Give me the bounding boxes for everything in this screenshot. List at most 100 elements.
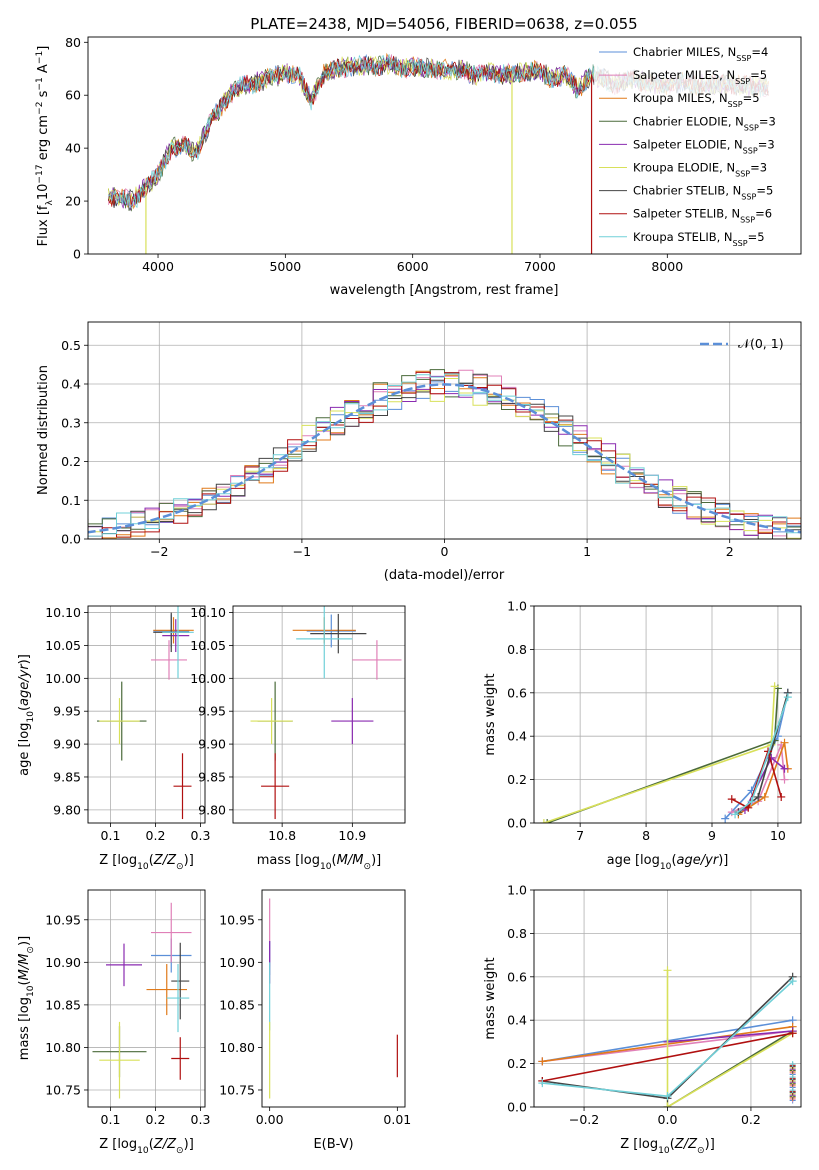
- weight-marker: [731, 810, 740, 819]
- weight-marker: [789, 1061, 796, 1068]
- x-axis-label: Z [log10(Z/Z⊙)]: [620, 1137, 715, 1156]
- errorbar-point: [166, 964, 190, 1033]
- x-tick-label: 0.0: [658, 1112, 678, 1127]
- panel-spectrum: 4000 5000 6000 7000 8000 0 20 40 60 80 Chabrier MI…: [35, 35, 802, 298]
- x-tick-label: 8000: [651, 259, 683, 274]
- y-tick-label: 0.2: [507, 772, 527, 787]
- y-tick-label: 0: [73, 247, 81, 262]
- figure-title: PLATE=2438, MJD=54056, FIBERID=0638, z=0…: [250, 15, 637, 33]
- y-tick-label: 10.75: [219, 1082, 255, 1097]
- errorbar-point: [151, 902, 192, 963]
- x-tick-label: 0.2: [741, 1112, 761, 1127]
- x-axis-label: Z [log10(Z/Z⊙)]: [99, 853, 194, 872]
- legend-label: Chabrier MILES, NSSP=4: [633, 45, 768, 63]
- weight-marker: [789, 1087, 796, 1094]
- histogram-kroupa-stelib: [88, 373, 801, 539]
- y-tick-label: 0.6: [507, 685, 527, 700]
- y-tick-label: 10.05: [45, 638, 81, 653]
- y-tick-label: 0.8: [507, 642, 527, 657]
- weight-marker: [663, 966, 672, 975]
- y-tick-label: 0.0: [507, 1100, 527, 1115]
- panel-mass-vs-Z: 0.1 0.2 0.3 10.75 10.80 10.85 10.90 10.95 Z [log…: [17, 889, 210, 1156]
- x-tick-label: 1: [583, 544, 591, 559]
- y-axis-label: age [log10(age/yr)]: [17, 654, 36, 776]
- weight-line-salpeter-stelib: [731, 748, 782, 809]
- axes-frame: [261, 889, 406, 1108]
- y-tick-label: 9.90: [198, 737, 226, 752]
- y-tick-label: 10.80: [219, 1040, 255, 1055]
- errorbar-point: [153, 617, 194, 644]
- residuals-legend: 𝒩(0, 1): [700, 336, 784, 351]
- y-tick-label: 0.4: [507, 729, 527, 744]
- x-tick-label: 0.2: [146, 1112, 166, 1127]
- axes-frame: [87, 321, 802, 540]
- weight-line-kroupa-elodie: [666, 970, 794, 1107]
- weight-line-salpeter-stelib: [542, 1032, 793, 1082]
- errorbar-point: [352, 640, 402, 680]
- y-tick-label: 40: [65, 141, 81, 156]
- legend-label: 𝒩(0, 1): [738, 336, 784, 351]
- x-axis-label: (data-model)/error: [384, 568, 505, 583]
- errorbar-point: [171, 942, 190, 1020]
- legend-label: Kroupa STELIB, NSSP=5: [633, 230, 765, 248]
- x-tick-label: −1: [293, 544, 311, 559]
- weight-marker: [780, 738, 789, 747]
- y-tick-label: 10.10: [45, 605, 81, 620]
- spectrum-legend: Chabrier MILES, NSSP=4 Salpeter MILES, NS…: [594, 43, 797, 249]
- y-tick-label: 1.0: [507, 883, 527, 898]
- x-tick-label: 4000: [142, 259, 174, 274]
- errorbar-point: [99, 698, 140, 745]
- plot-area-mass-vs-Z: [92, 902, 192, 1099]
- errorbar-point: [162, 606, 194, 679]
- weight-marker: [744, 803, 753, 812]
- weight-line-kroupa-miles: [737, 742, 789, 815]
- y-tick-label: 0.4: [61, 377, 81, 392]
- panel-age-vs-mass: 10.8 10.9 9.80 9.85 9.90 9.95 10.00 10.05 10.10 m…: [190, 605, 406, 872]
- legend-label: Chabrier ELODIE, NSSP=3: [633, 114, 776, 132]
- weight-marker: [788, 1029, 797, 1038]
- legend-label: Kroupa MILES, NSSP=5: [633, 91, 760, 109]
- y-tick-label: 9.85: [53, 769, 81, 784]
- y-tick-label: 10.85: [219, 997, 255, 1012]
- x-tick-label: 9: [708, 828, 716, 843]
- weight-marker: [663, 1092, 672, 1101]
- y-tick-label: 9.80: [53, 802, 81, 817]
- y-tick-label: 9.95: [53, 704, 81, 719]
- errorbar-point: [162, 619, 190, 653]
- errorbar-point: [99, 1021, 140, 1099]
- y-tick-label: 10.00: [45, 671, 81, 686]
- x-tick-label: 10.8: [268, 828, 296, 843]
- errorbar-point: [151, 640, 187, 680]
- weight-marker: [747, 797, 756, 806]
- legend-label: Salpeter STELIB, NSSP=6: [633, 207, 772, 225]
- weight-marker: [788, 977, 797, 986]
- legend-label: Salpeter ELODIE, NSSP=3: [633, 137, 775, 155]
- panel-weight-vs-Z: −0.2 0.0 0.2 0.0 0.2 0.4 0.6 0.8 1.0 Z [log10(Z/Z…: [483, 883, 802, 1156]
- errorbar-point: [171, 1037, 190, 1080]
- y-tick-label: 60: [65, 88, 81, 103]
- y-tick-label: 9.85: [198, 769, 226, 784]
- axes-frame: [87, 36, 802, 255]
- weight-marker: [721, 814, 730, 823]
- x-tick-label: 8: [642, 828, 650, 843]
- y-tick-label: 10.10: [190, 605, 226, 620]
- y-tick-label: 10.00: [190, 671, 226, 686]
- weight-marker: [770, 682, 779, 691]
- weight-marker: [543, 819, 552, 823]
- x-tick-label: 10.9: [338, 828, 366, 843]
- x-axis-label: E(B-V): [313, 1137, 353, 1152]
- plot-area-weight-vs-Z: [538, 966, 797, 1107]
- x-axis-label: age [log10(age/yr)]: [607, 853, 729, 872]
- y-tick-label: 10.05: [190, 638, 226, 653]
- x-tick-label: 0.2: [146, 828, 166, 843]
- x-tick-label: 7000: [524, 259, 556, 274]
- y-tick-label: 1.0: [507, 599, 527, 614]
- errorbar-point: [310, 613, 367, 654]
- weight-marker: [783, 693, 792, 702]
- y-axis-label: Flux [fλ10−17 erg cm−2 s−1 A−1]: [35, 46, 55, 247]
- y-tick-label: 0.1: [61, 493, 81, 508]
- plot-area-weight-vs-age: [539, 682, 792, 823]
- panel-weight-vs-age: 7 8 9 10 0.0 0.2 0.4 0.6 0.8 1.0 age [log10(age/yr…: [483, 599, 802, 872]
- y-tick-label: 0.0: [507, 816, 527, 831]
